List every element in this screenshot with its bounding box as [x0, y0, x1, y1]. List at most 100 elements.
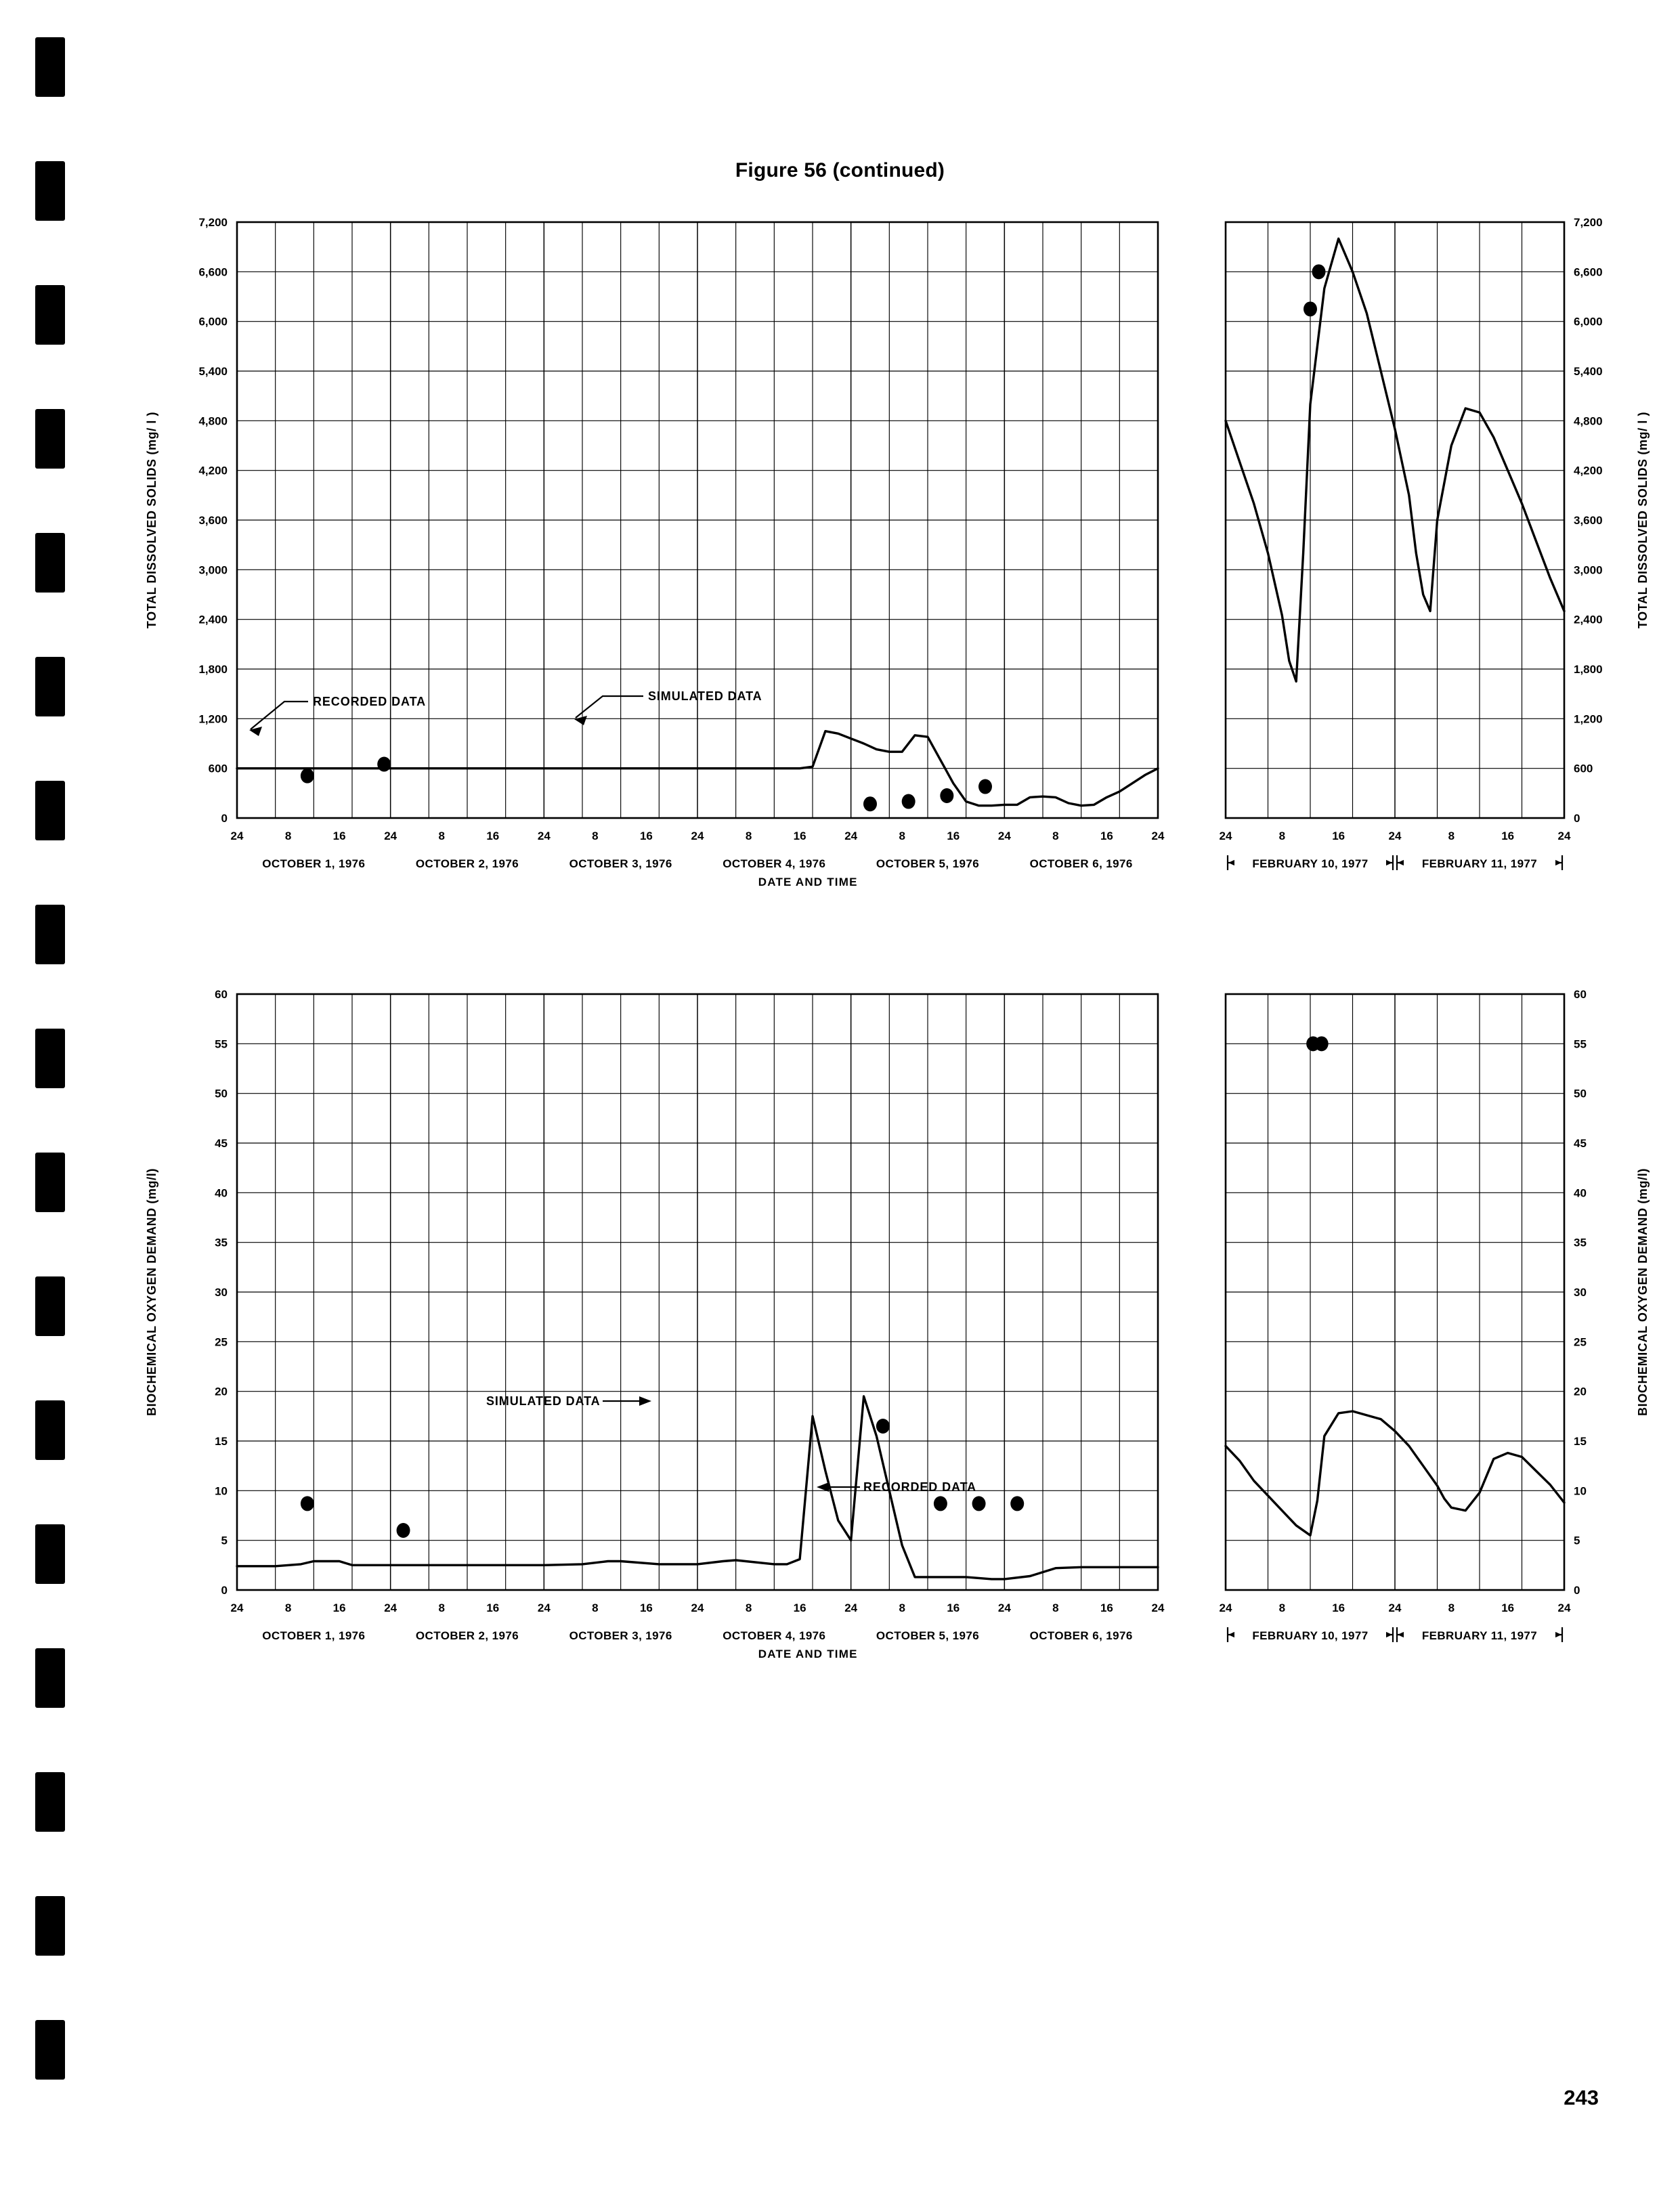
x-tick-label: 8: [285, 1602, 291, 1614]
y-tick-label: 600: [1574, 762, 1593, 775]
page-number: 243: [1564, 2086, 1599, 2109]
plot-frame: [236, 993, 1159, 1591]
punch-mark: [35, 161, 65, 221]
plot-frame: [236, 221, 1159, 819]
bod-chart-container: 0 0 5 5 10 10 15 15 20 20 25 25 30 30 35 35 40 40 45 45 50 50…: [145, 988, 1659, 1673]
label-backdrop: [1404, 854, 1555, 872]
x-tick-label: 24: [231, 1602, 244, 1614]
x-tick-label: 24: [538, 830, 551, 842]
date-range-label: FEBRUARY 11, 1977: [1422, 1629, 1537, 1642]
label-backdrop: [544, 854, 697, 872]
recorded-data-point: [1304, 301, 1317, 317]
x-tick-label: 8: [438, 830, 444, 842]
recorded-data-point: [377, 756, 391, 772]
date-bracket: OCTOBER 2, 1976: [391, 1626, 543, 1643]
label-backdrop: [238, 1626, 390, 1643]
y-tick-label: 60: [215, 988, 228, 1001]
y-tick-label: 30: [1574, 1286, 1587, 1299]
y-tick-label: 1,800: [1574, 663, 1603, 676]
date-range-label: OCTOBER 6, 1976: [1030, 857, 1133, 870]
date-bracket: OCTOBER 5, 1976: [852, 1626, 1004, 1643]
recorded-data-point: [1010, 1496, 1025, 1511]
y-tick-label: 0: [221, 1584, 228, 1597]
date-range-label: OCTOBER 3, 1976: [569, 857, 672, 870]
x-tick-label: 16: [1100, 830, 1113, 842]
simulated-data-line: [236, 730, 1159, 807]
x-tick-label: 24: [1558, 830, 1571, 842]
y-tick-label: 1,800: [198, 663, 228, 676]
x-tick-label: 16: [333, 1602, 346, 1614]
date-range-label: OCTOBER 5, 1976: [876, 1629, 979, 1642]
chart-annotation: SIMULATED DATA: [486, 1394, 651, 1408]
recorded-data-point: [933, 1496, 947, 1511]
y-tick-label: 4,200: [198, 465, 228, 477]
x-axis-title: DATE AND TIME: [758, 876, 858, 888]
plot-frame: [1224, 221, 1566, 819]
x-tick-label: 16: [640, 830, 653, 842]
date-bracket: OCTOBER 3, 1976: [544, 1626, 697, 1643]
right-panel: [1224, 221, 1566, 819]
x-tick-label: 24: [1220, 1602, 1232, 1614]
label-backdrop: [1005, 854, 1157, 872]
y-tick-label: 10: [215, 1484, 228, 1497]
left-panel: [236, 993, 1159, 1591]
x-tick-label: 8: [285, 830, 291, 842]
x-tick-label: 24: [691, 1602, 704, 1614]
left-panel: [236, 221, 1159, 819]
y-tick-label: 6,000: [1574, 316, 1603, 328]
date-bracket: OCTOBER 2, 1976: [391, 854, 543, 872]
figure-title: Figure 56 (continued): [735, 159, 945, 181]
date-bracket: FEBRUARY 11, 1977: [1396, 1626, 1564, 1643]
date-range-label: OCTOBER 3, 1976: [569, 1629, 672, 1642]
simulated-data-line: [1224, 237, 1566, 683]
label-backdrop: [698, 854, 850, 872]
arrow-head: [574, 716, 587, 725]
y-tick-label: 1,200: [1574, 712, 1603, 725]
date-range-label: OCTOBER 4, 1976: [723, 1629, 825, 1642]
y-tick-label: 2,400: [198, 614, 228, 626]
date-bracket: OCTOBER 4, 1976: [698, 854, 850, 872]
recorded-data-point: [300, 1496, 314, 1511]
y-tick-label: 5: [1574, 1534, 1580, 1547]
punch-mark: [35, 1524, 65, 1584]
y-axis-title: BIOCHEMICAL OXYGEN DEMAND (mg/l): [1636, 1168, 1650, 1416]
recorded-data-point: [1314, 1036, 1329, 1052]
x-tick-label: 24: [1389, 1602, 1402, 1614]
y-tick-label: 20: [215, 1385, 228, 1398]
label-backdrop: [1234, 854, 1386, 872]
punch-mark: [35, 1896, 65, 1956]
recorded-data-point: [940, 788, 954, 803]
label-backdrop: [1404, 1626, 1555, 1643]
y-tick-label: 5,400: [1574, 365, 1603, 378]
recorded-data-point: [978, 779, 992, 794]
y-tick-label: 5,400: [198, 365, 228, 378]
y-tick-label: 30: [215, 1286, 228, 1299]
tds-chart-container: 0 0 600 600 1,200 1,200 1,800 1,800 2,400 2,400 3,…: [145, 216, 1659, 901]
y-tick-label: 1,200: [198, 712, 228, 725]
x-tick-label: 16: [1332, 1602, 1345, 1614]
y-tick-label: 4,800: [198, 414, 228, 427]
label-backdrop: [238, 854, 390, 872]
label-backdrop: [544, 1626, 697, 1643]
y-tick-label: 6,000: [198, 316, 228, 328]
y-tick-label: 3,600: [1574, 514, 1603, 527]
y-tick-label: 7,200: [198, 216, 228, 229]
y-tick-label: 15: [215, 1435, 228, 1448]
right-panel: [1224, 993, 1566, 1591]
x-tick-label: 8: [438, 1602, 444, 1614]
label-backdrop: [391, 1626, 543, 1643]
y-tick-label: 15: [1574, 1435, 1587, 1448]
label-backdrop: [1234, 1626, 1386, 1643]
punch-mark: [35, 781, 65, 840]
x-tick-label: 8: [899, 830, 905, 842]
y-tick-label: 10: [1574, 1484, 1587, 1497]
label-backdrop: [698, 1626, 850, 1643]
punch-mark: [35, 1029, 65, 1088]
y-tick-label: 55: [215, 1037, 228, 1050]
y-tick-label: 35: [215, 1237, 228, 1249]
x-tick-label: 16: [486, 1602, 499, 1614]
x-tick-label: 16: [333, 830, 346, 842]
y-tick-label: 45: [1574, 1137, 1587, 1150]
